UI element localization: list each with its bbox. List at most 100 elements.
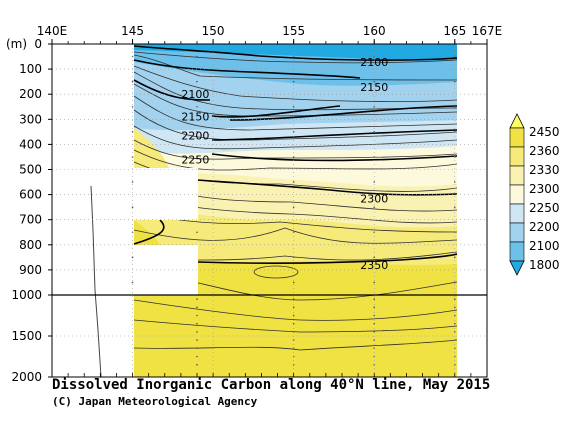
colorbar-segment: [509, 165, 525, 186]
colorbar-segment: [509, 127, 525, 148]
station-dot: [373, 281, 376, 284]
colorbar-label: 2450: [529, 125, 560, 139]
colorbar-label: 2200: [529, 220, 560, 234]
contour-label: 2300: [360, 192, 388, 205]
x-tick-label: 155: [282, 24, 305, 38]
chart-credit: (C) Japan Meteorological Agency: [52, 395, 258, 408]
station-dot: [292, 322, 295, 325]
western-yellow-wedge: [134, 128, 172, 176]
station-dot: [131, 181, 134, 183]
station-dot: [292, 298, 295, 300]
x-tick-label: 150: [202, 24, 225, 38]
station-dot: [131, 80, 134, 83]
station-dot: [131, 105, 134, 108]
station-dot: [196, 131, 198, 133]
plot-frame: [51, 43, 488, 378]
station-dot: [453, 256, 456, 259]
grid-lines: [52, 44, 487, 377]
contour-label: 2250: [181, 153, 209, 166]
station-dot: [453, 298, 456, 300]
station-dot: [373, 181, 376, 183]
station-dot: [453, 314, 456, 317]
station-dot: [292, 80, 295, 83]
colorbar-label: 2250: [529, 201, 560, 215]
colorbar-segment: [509, 146, 525, 167]
contour-label: 2150: [181, 110, 209, 123]
y-tick-label: 300: [19, 112, 42, 126]
station-dot: [292, 281, 295, 284]
station-dot: [196, 331, 198, 333]
contour-label: 2350: [360, 259, 388, 272]
band-below-2100: [134, 44, 457, 61]
contour-label: 2100: [360, 56, 388, 69]
station-dot: [196, 314, 198, 317]
station-dot: [196, 322, 198, 325]
station-dot: [292, 105, 295, 108]
y-tick-label: 0: [34, 37, 42, 51]
station-dot: [453, 181, 456, 183]
x-tick-label: 140E: [37, 24, 68, 38]
y-tick-label: 100: [19, 62, 42, 76]
station-dot: [373, 256, 376, 259]
y-tick-label: 1500: [11, 329, 42, 343]
station-dot: [196, 231, 198, 234]
x-tick-label: 167E: [472, 24, 503, 38]
y-tick-label: 700: [19, 213, 42, 227]
station-dot: [453, 80, 456, 83]
station-dot: [196, 306, 198, 309]
station-dot: [373, 131, 376, 133]
station-dot: [131, 281, 134, 284]
y-tick-label: 500: [19, 163, 42, 177]
station-dot: [196, 156, 198, 158]
station-dot: [196, 339, 198, 341]
colorbar-bottom-arrow: [509, 260, 525, 276]
y-axis: 0 100 200 300 400 500 600 700 800 900 1000 1500 2000: [11, 37, 52, 384]
colorbar-segment: [509, 222, 525, 243]
station-dot: [373, 206, 376, 208]
station-dot: [373, 322, 376, 325]
colorbar-segment: [509, 184, 525, 205]
station-dot: [373, 105, 376, 108]
colorbar-label: 2100: [529, 239, 560, 253]
station-dot: [196, 298, 198, 300]
y-tick-label: 600: [19, 188, 42, 202]
station-dot: [292, 314, 295, 317]
station-dot: [196, 363, 198, 366]
colorbar-segment: [509, 203, 525, 224]
colorbar-label: 2300: [529, 182, 560, 196]
colorbar-label: 2330: [529, 163, 560, 177]
y-unit-label: (m): [6, 37, 27, 51]
station-dot: [196, 105, 198, 108]
station-dot: [453, 105, 456, 108]
station-dot: [131, 256, 134, 259]
colorbar-label: 2360: [529, 144, 560, 158]
station-dot: [292, 181, 295, 183]
y-tick-label: 800: [19, 238, 42, 252]
station-dot: [453, 131, 456, 133]
station-dot: [292, 256, 295, 259]
station-dot: [453, 306, 456, 309]
station-dot: [453, 322, 456, 325]
station-dot: [292, 206, 295, 208]
y-tick-label: 200: [19, 87, 42, 101]
station-dot: [292, 306, 295, 309]
station-dot: [196, 80, 198, 83]
contour-label: 2150: [360, 81, 388, 94]
station-dot: [196, 55, 198, 58]
station-dot: [373, 298, 376, 300]
y-tick-label: 900: [19, 263, 42, 277]
y-tick-label: 2000: [11, 370, 42, 384]
x-axis: 140E 145 150 155 160 165 167E: [37, 24, 503, 377]
y-tick-label: 400: [19, 137, 42, 151]
y-tick-label: 1000: [11, 288, 42, 302]
station-dot: [453, 206, 456, 208]
colorbar-segment: [509, 241, 525, 262]
contour-labels: 2100 2100 2150 2150 2200 2250 2300 2350: [181, 56, 388, 272]
contour-label: 2200: [181, 129, 209, 142]
no-data-mask-1: [134, 168, 198, 220]
station-dot: [196, 347, 198, 350]
colorbar: 2450 2360 2330 2300 2250 2200 2100 1800: [509, 113, 560, 276]
x-tick-label: 160: [363, 24, 386, 38]
x-tick-label: 165: [443, 24, 466, 38]
